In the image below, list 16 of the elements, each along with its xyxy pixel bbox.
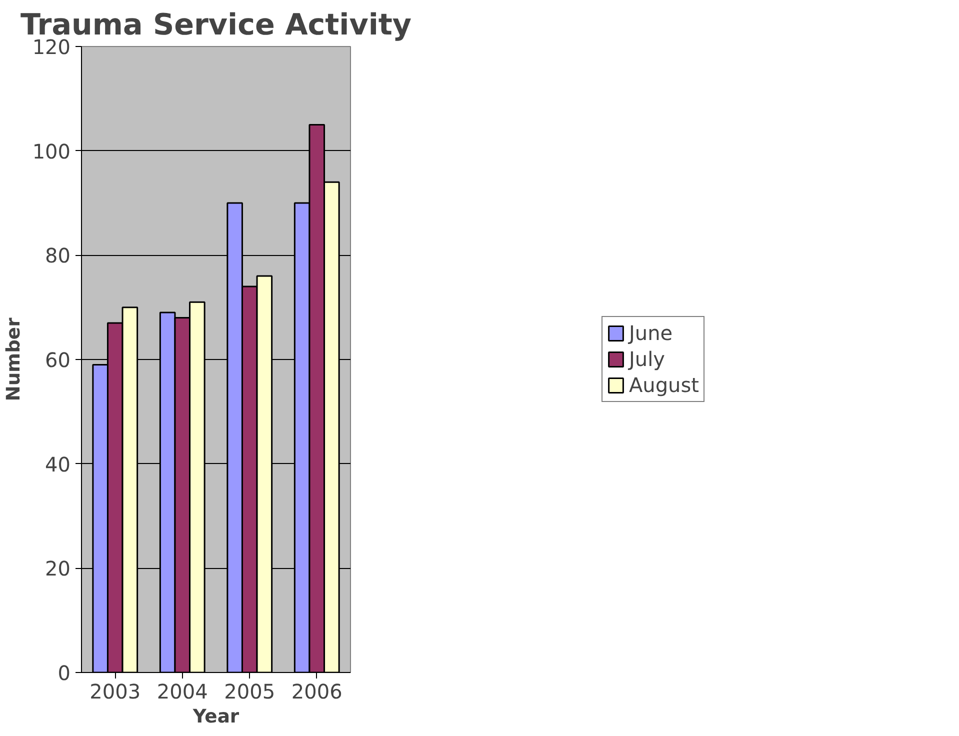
y-tick-label: 40 xyxy=(45,452,71,476)
x-tick-label: 2005 xyxy=(224,680,276,704)
x-tick-label: 2006 xyxy=(291,680,342,704)
y-tick-label: 80 xyxy=(45,244,71,268)
x-tick-label: 2003 xyxy=(90,680,141,704)
y-axis-title: Number xyxy=(3,316,24,402)
x-axis-title: Year xyxy=(192,706,240,728)
legend-label: June xyxy=(629,321,673,345)
y-tick-label: 20 xyxy=(45,556,71,581)
legend-label: August xyxy=(629,373,699,397)
x-tick-label: 2004 xyxy=(156,680,208,704)
y-tick-label: 120 xyxy=(32,35,71,59)
y-tick-label: 0 xyxy=(58,661,71,685)
legend-label: July xyxy=(629,347,665,371)
y-tick-label: 100 xyxy=(32,139,71,164)
y-tick-label: 60 xyxy=(45,348,71,372)
